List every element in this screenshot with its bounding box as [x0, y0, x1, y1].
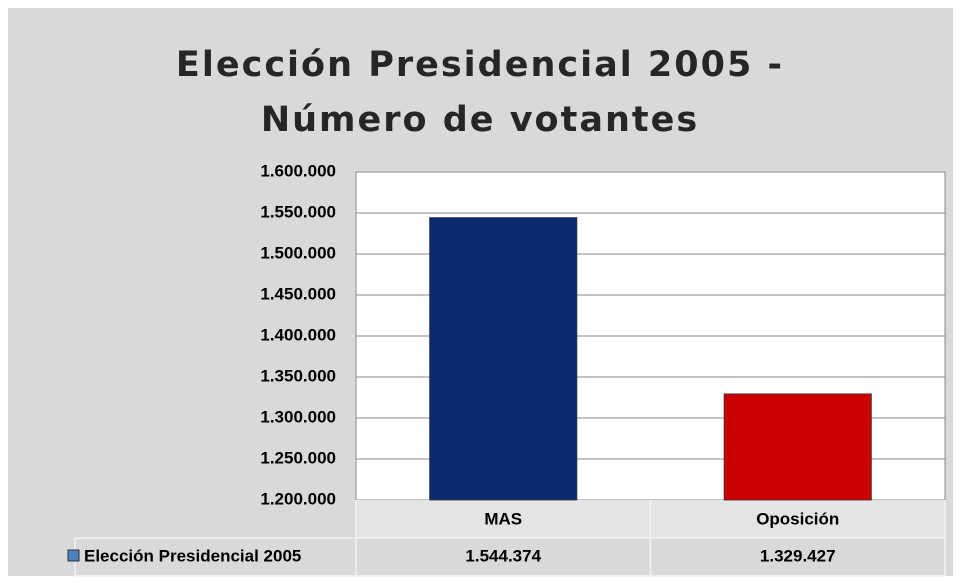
bar [429, 217, 578, 501]
value-label: 1.329.427 [760, 546, 836, 565]
chart-title: Elección Presidencial 2005 - Número de v… [175, 45, 785, 140]
y-tick-label: 1.500.000 [260, 243, 336, 262]
y-tick-label: 1.300.000 [260, 407, 336, 426]
legend-key [67, 549, 80, 562]
y-tick-label: 1.600.000 [260, 161, 336, 180]
x-tick-label: Oposición [756, 509, 839, 528]
y-tick-label: 1.450.000 [260, 284, 336, 303]
bar [723, 393, 872, 501]
legend-label: Elección Presidencial 2005 [84, 546, 301, 565]
y-tick-label: 1.350.000 [260, 366, 336, 385]
value-label: 1.544.374 [465, 546, 541, 565]
x-tick-label: MAS [484, 509, 522, 528]
y-tick-label: 1.400.000 [260, 325, 336, 344]
y-tick-label: 1.250.000 [260, 448, 336, 467]
y-tick-label: 1.550.000 [260, 202, 336, 221]
y-tick-label: 1.200.000 [260, 489, 336, 508]
